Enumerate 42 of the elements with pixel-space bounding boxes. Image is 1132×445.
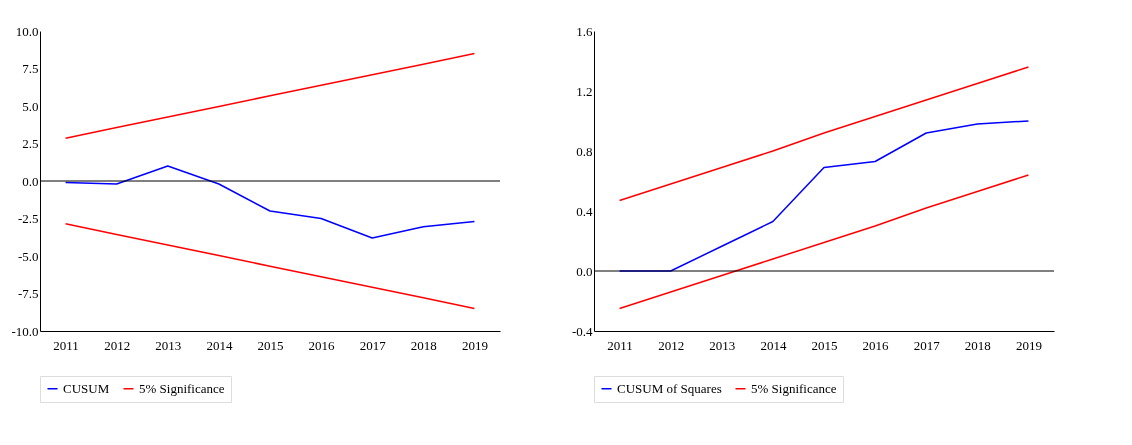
x-tick-label: 2011	[607, 337, 633, 353]
x-tick-label: 2011	[53, 337, 79, 353]
y-tick-label: 7.5	[22, 61, 39, 76]
legend-label: 5% Significance	[139, 380, 225, 396]
x-tick-label: 2017	[359, 337, 387, 353]
legend-label: 5% Significance	[751, 380, 837, 396]
x-tick-label: 2015	[811, 337, 838, 353]
line-series	[64, 165, 476, 239]
legend-label: CUSUM of Squares	[617, 380, 722, 396]
line-series	[64, 223, 476, 310]
x-tick-label: 2014	[760, 337, 787, 353]
y-tick-label: 0.0	[22, 173, 39, 189]
y-tick-label: 0.4	[576, 203, 593, 219]
x-tick-label: 2018	[964, 337, 991, 353]
x-tick-label: 2018	[410, 337, 437, 353]
y-tick-label: -10.0	[11, 323, 39, 339]
x-tick-label: 2016	[862, 337, 890, 353]
line-series	[618, 66, 1030, 202]
y-tick-label: 1.2	[576, 83, 593, 99]
legend-label: CUSUM	[63, 380, 110, 396]
y-tick-label: 2.5	[22, 136, 39, 151]
y-tick-label: 1.6	[576, 23, 593, 39]
line-series	[618, 174, 1030, 310]
y-tick-label: -5.0	[17, 248, 39, 264]
x-tick-label: 2013	[709, 337, 736, 353]
y-tick-label: -2.5	[17, 211, 39, 226]
y-tick-label: 5.0	[22, 98, 39, 114]
y-tick-label: -0.4	[571, 323, 593, 339]
x-tick-label: 2013	[155, 337, 182, 353]
x-tick-label: 2012	[658, 337, 685, 353]
y-tick-label: 10.0	[15, 23, 39, 39]
line-series	[64, 52, 476, 139]
y-tick-label: 0.8	[576, 143, 593, 159]
x-tick-label: 2012	[104, 337, 131, 353]
y-tick-label: -7.5	[17, 286, 39, 301]
x-tick-label: 2014	[206, 337, 233, 353]
x-tick-label: 2016	[308, 337, 336, 353]
x-tick-label: 2019	[461, 337, 488, 353]
x-tick-label: 2019	[1015, 337, 1042, 353]
x-tick-label: 2015	[257, 337, 284, 353]
y-tick-label: 0.0	[576, 263, 593, 279]
x-tick-label: 2017	[913, 337, 941, 353]
